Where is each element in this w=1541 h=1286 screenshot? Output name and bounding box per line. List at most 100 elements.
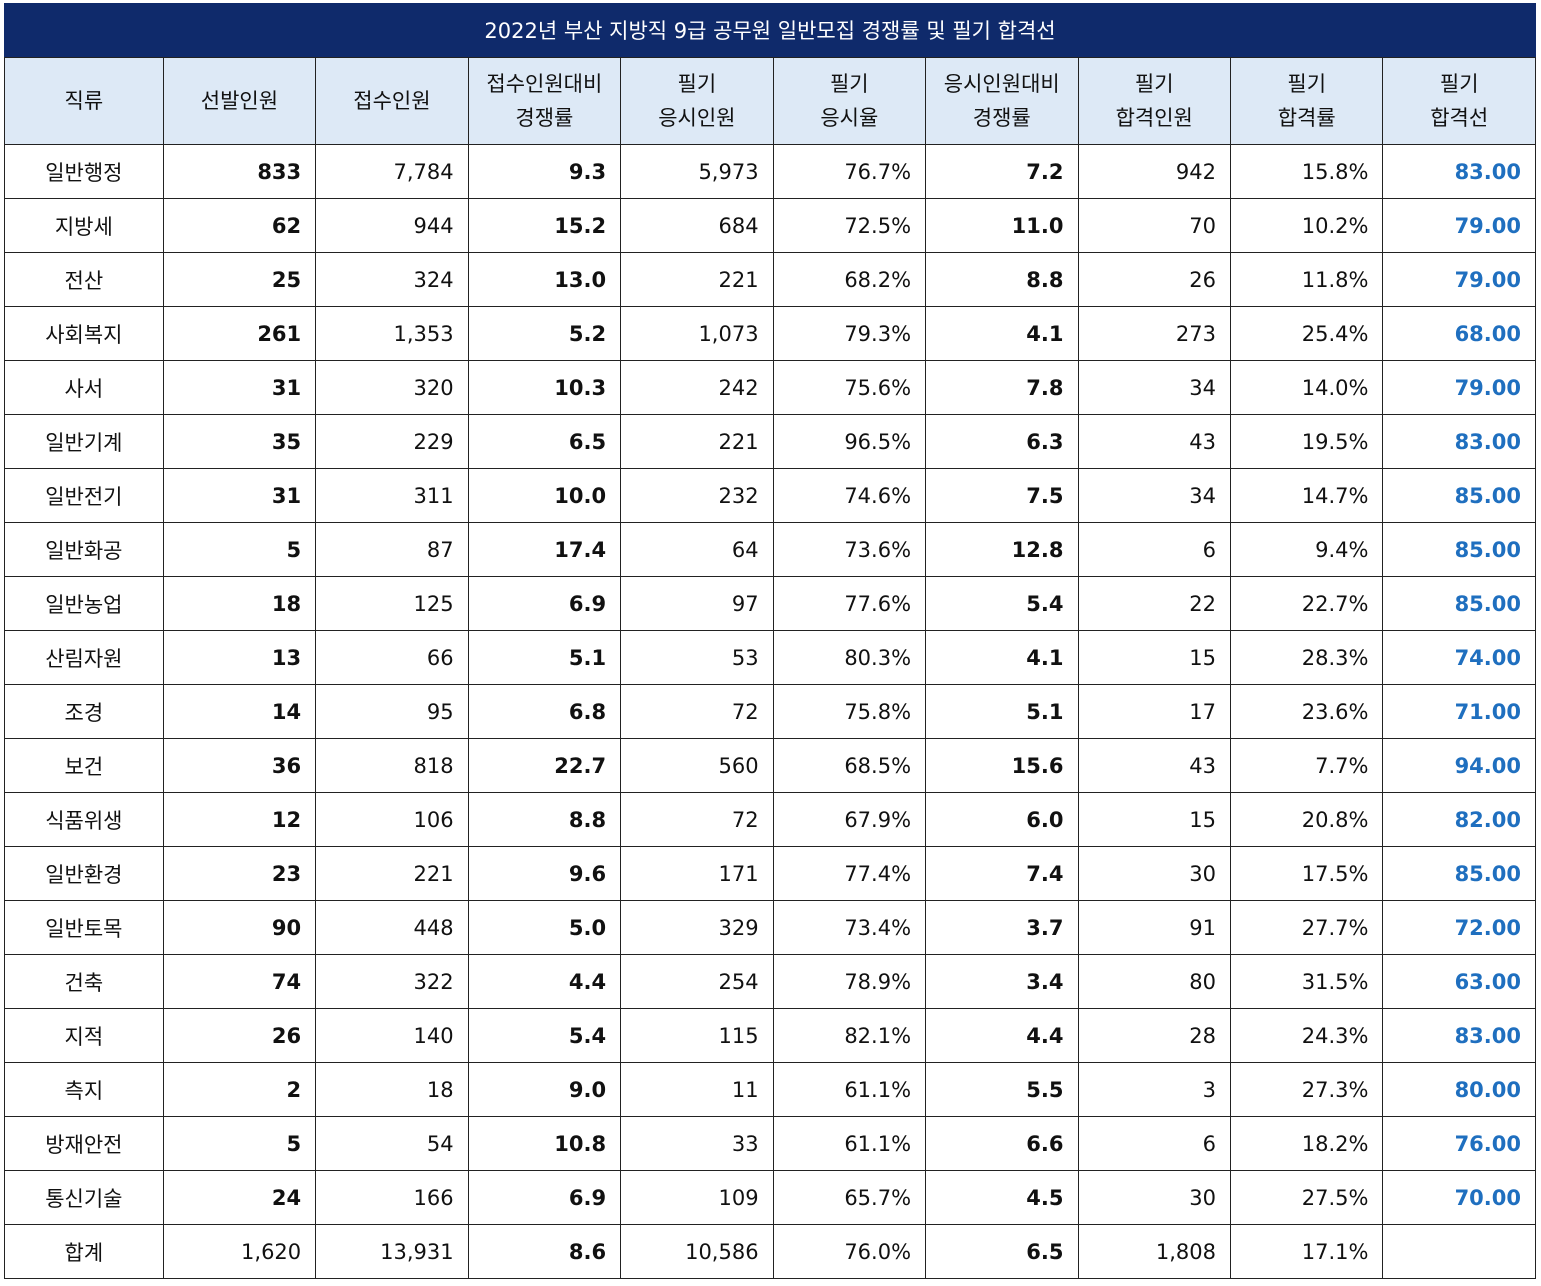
- table-cell: 18: [162, 576, 317, 631]
- table-cell: 7.7%: [1229, 738, 1384, 793]
- table-cell: 320: [315, 360, 469, 415]
- table-cell: 26: [1077, 252, 1231, 307]
- job-category-cell: 일반농업: [4, 576, 164, 631]
- job-category-cell: 산림자원: [4, 630, 164, 685]
- table-row: 방재안전 5 54 10.8 33 61.1% 6.6 6 18.2% 76.00: [4, 1116, 1536, 1171]
- table-cell: 13.0: [467, 252, 622, 307]
- table-cell: 15.6: [925, 738, 1079, 793]
- table-cell: 5: [162, 1116, 317, 1171]
- table-cell: 9.6: [467, 846, 622, 901]
- table-cell: 9.4%: [1229, 522, 1384, 577]
- table-cell: 684: [620, 198, 774, 253]
- table-cell: 7.4: [925, 846, 1079, 901]
- table-cell: 78.9%: [772, 954, 927, 1009]
- table-cell: 2: [162, 1062, 317, 1117]
- table-cell: 85.00: [1382, 846, 1536, 901]
- table-cell: 10.2%: [1229, 198, 1384, 253]
- table-cell: 35: [162, 414, 317, 469]
- header-row: 직류 선발인원 접수인원 접수인원대비 경쟁률 필기 응시인원 필기 응시율 응시인원대비 경쟁률 필…: [4, 57, 1536, 145]
- table-cell: 64: [620, 522, 774, 577]
- column-header: 필기 합격선: [1382, 57, 1536, 145]
- table-cell: 10,586: [620, 1224, 774, 1279]
- table-row: 통신기술 24 166 6.9 109 65.7% 4.5 30 27.5% 70.00: [4, 1170, 1536, 1225]
- table-cell: 115: [620, 1008, 774, 1063]
- column-header: 접수인원: [315, 57, 469, 145]
- table-cell: 3.7: [925, 900, 1079, 955]
- table-cell: 23.6%: [1229, 684, 1384, 739]
- job-category-cell: 일반기계: [4, 414, 164, 469]
- table-cell: 71.00: [1382, 684, 1536, 739]
- table-cell: 6.6: [925, 1116, 1079, 1171]
- table-cell: 11.8%: [1229, 252, 1384, 307]
- table-row: 일반전기 31 311 10.0 232 74.6% 7.5 34 14.7% 85.00: [4, 468, 1536, 523]
- table-cell: 4.1: [925, 306, 1079, 361]
- column-header: 필기 응시율: [772, 57, 927, 145]
- column-header-line: 필기: [677, 72, 717, 96]
- table-cell: 74.6%: [772, 468, 927, 523]
- table-cell: 22.7: [467, 738, 622, 793]
- table-cell: 53: [620, 630, 774, 685]
- table-cell: 15: [1077, 630, 1231, 685]
- table-cell: 6.5: [925, 1224, 1079, 1279]
- table-cell: 229: [315, 414, 469, 469]
- table-cell: 125: [315, 576, 469, 631]
- job-category-cell: 조경: [4, 684, 164, 739]
- table-cell: 22.7%: [1229, 576, 1384, 631]
- column-header-line: 경쟁률: [972, 106, 1031, 130]
- column-header-line: 필기: [829, 72, 869, 96]
- table-cell: 17.1%: [1229, 1224, 1384, 1279]
- table-cell: 140: [315, 1008, 469, 1063]
- table-cell: 18: [315, 1062, 469, 1117]
- table-row: 건축 74 322 4.4 254 78.9% 3.4 80 31.5% 63.00: [4, 954, 1536, 1009]
- table-cell: 1,353: [315, 306, 469, 361]
- column-header: 필기 응시인원: [620, 57, 774, 145]
- table-cell: 448: [315, 900, 469, 955]
- table-cell: 3.4: [925, 954, 1079, 1009]
- table-cell: 232: [620, 468, 774, 523]
- column-header-line: 필기: [1287, 72, 1327, 96]
- table-cell: 6.5: [467, 414, 622, 469]
- table-cell: 17: [1077, 684, 1231, 739]
- table-row: 지방세 62 944 15.2 684 72.5% 11.0 70 10.2% 79.00: [4, 198, 1536, 253]
- table-cell: 329: [620, 900, 774, 955]
- table-cell: 5.4: [925, 576, 1079, 631]
- job-category-cell: 합계: [4, 1224, 164, 1279]
- table-cell: 13: [162, 630, 317, 685]
- table-cell: 7.2: [925, 144, 1079, 199]
- table-cell: 261: [162, 306, 317, 361]
- table-cell: 77.6%: [772, 576, 927, 631]
- table-cell: 54: [315, 1116, 469, 1171]
- table-cell: 4.1: [925, 630, 1079, 685]
- table-cell: 833: [162, 144, 317, 199]
- job-category-cell: 방재안전: [4, 1116, 164, 1171]
- table-cell: 1,620: [162, 1224, 317, 1279]
- column-header-line: 직류: [64, 89, 104, 113]
- job-category-cell: 사회복지: [4, 306, 164, 361]
- job-category-cell: 일반화공: [4, 522, 164, 577]
- table-cell: 72: [620, 684, 774, 739]
- table-cell: 15.2: [467, 198, 622, 253]
- table-cell: 31: [162, 360, 317, 415]
- table-cell: 17.4: [467, 522, 622, 577]
- column-header-line: 접수인원대비: [486, 72, 603, 96]
- table-cell: 6.9: [467, 576, 622, 631]
- table-cell: 1,808: [1077, 1224, 1231, 1279]
- table-cell: 72.00: [1382, 900, 1536, 955]
- table-cell: 91: [1077, 900, 1231, 955]
- table-cell: 87: [315, 522, 469, 577]
- table-cell: 560: [620, 738, 774, 793]
- table-cell: 7.8: [925, 360, 1079, 415]
- table-cell: 818: [315, 738, 469, 793]
- table-cell: 76.7%: [772, 144, 927, 199]
- column-header-line: 합격인원: [1115, 106, 1193, 130]
- table-cell: 15.8%: [1229, 144, 1384, 199]
- table-cell: 7,784: [315, 144, 469, 199]
- table-cell: 61.1%: [772, 1116, 927, 1171]
- table-cell: 23: [162, 846, 317, 901]
- table-cell: 3: [1077, 1062, 1231, 1117]
- job-category-cell: 일반전기: [4, 468, 164, 523]
- job-category-cell: 건축: [4, 954, 164, 1009]
- table-cell: 25.4%: [1229, 306, 1384, 361]
- table-cell: 79.3%: [772, 306, 927, 361]
- table-cell: 8.8: [467, 792, 622, 847]
